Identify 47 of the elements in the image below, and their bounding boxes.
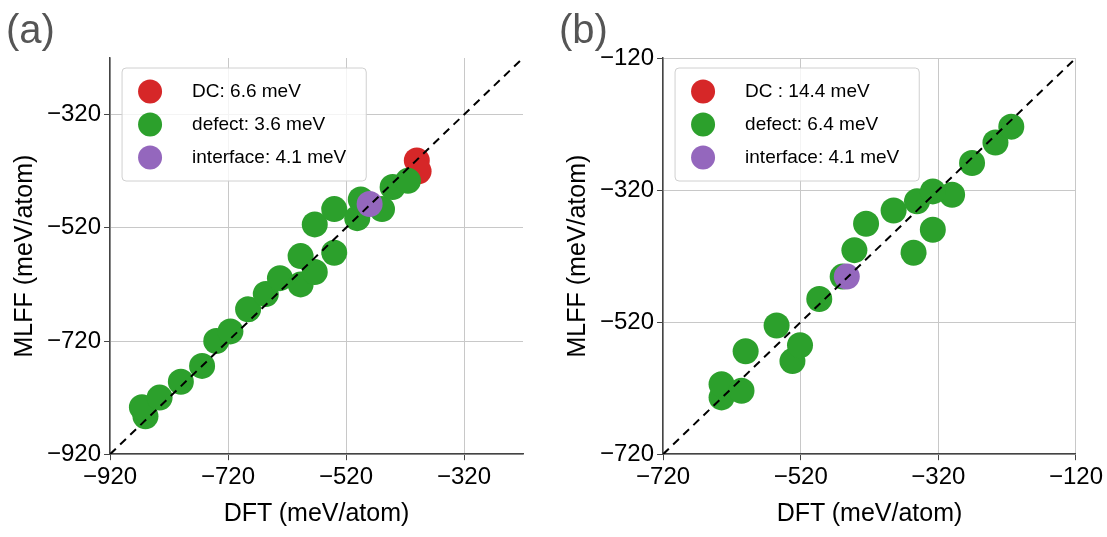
legend-label: interface: 4.1 meV xyxy=(192,145,347,167)
point xyxy=(959,149,986,176)
legend-label: defect: 3.6 meV xyxy=(192,112,326,134)
x-tick-label: −720 xyxy=(201,462,256,490)
point xyxy=(763,312,790,339)
y-tick-label: −520 xyxy=(600,306,655,334)
point xyxy=(167,368,194,395)
point xyxy=(919,178,946,205)
point xyxy=(321,239,348,266)
point xyxy=(235,296,262,323)
chart-title: (a) xyxy=(6,7,55,52)
point xyxy=(998,113,1025,140)
point xyxy=(806,286,833,313)
point xyxy=(217,318,244,345)
y-tick-label: −720 xyxy=(47,325,102,353)
point xyxy=(853,210,880,237)
x-tick-label: −520 xyxy=(318,462,374,490)
point xyxy=(146,384,173,411)
point xyxy=(787,332,814,359)
point xyxy=(356,191,383,218)
x-tick-label: −320 xyxy=(911,462,966,490)
x-tick-label: −320 xyxy=(436,462,492,490)
legend-label: DC : 14.4 meV xyxy=(745,79,870,101)
point xyxy=(732,338,759,365)
point xyxy=(321,196,348,223)
point xyxy=(919,216,946,243)
y-tick-label: −320 xyxy=(47,99,102,127)
point xyxy=(841,237,868,264)
point xyxy=(301,211,328,238)
point xyxy=(301,258,328,285)
legend-label: DC: 6.6 meV xyxy=(192,79,302,101)
x-axis-title: DFT (meV/atom) xyxy=(776,497,963,526)
legend-label: defect: 6.4 meV xyxy=(745,112,879,134)
y-tick-label: −520 xyxy=(47,212,102,240)
y-axis-title: MLFF (meV/atom) xyxy=(8,154,37,358)
y-axis-title: MLFF (meV/atom) xyxy=(561,154,590,358)
legend-label: interface: 4.1 meV xyxy=(745,145,900,167)
x-tick-label: −120 xyxy=(1048,462,1103,490)
point xyxy=(287,243,314,270)
y-tick-label: −320 xyxy=(600,174,655,202)
point xyxy=(982,129,1009,156)
x-axis-title: DFT (meV/atom) xyxy=(223,497,410,526)
x-tick-label: −520 xyxy=(773,462,828,490)
point xyxy=(900,239,927,266)
point xyxy=(394,167,421,194)
point xyxy=(189,352,216,379)
point xyxy=(880,197,907,224)
